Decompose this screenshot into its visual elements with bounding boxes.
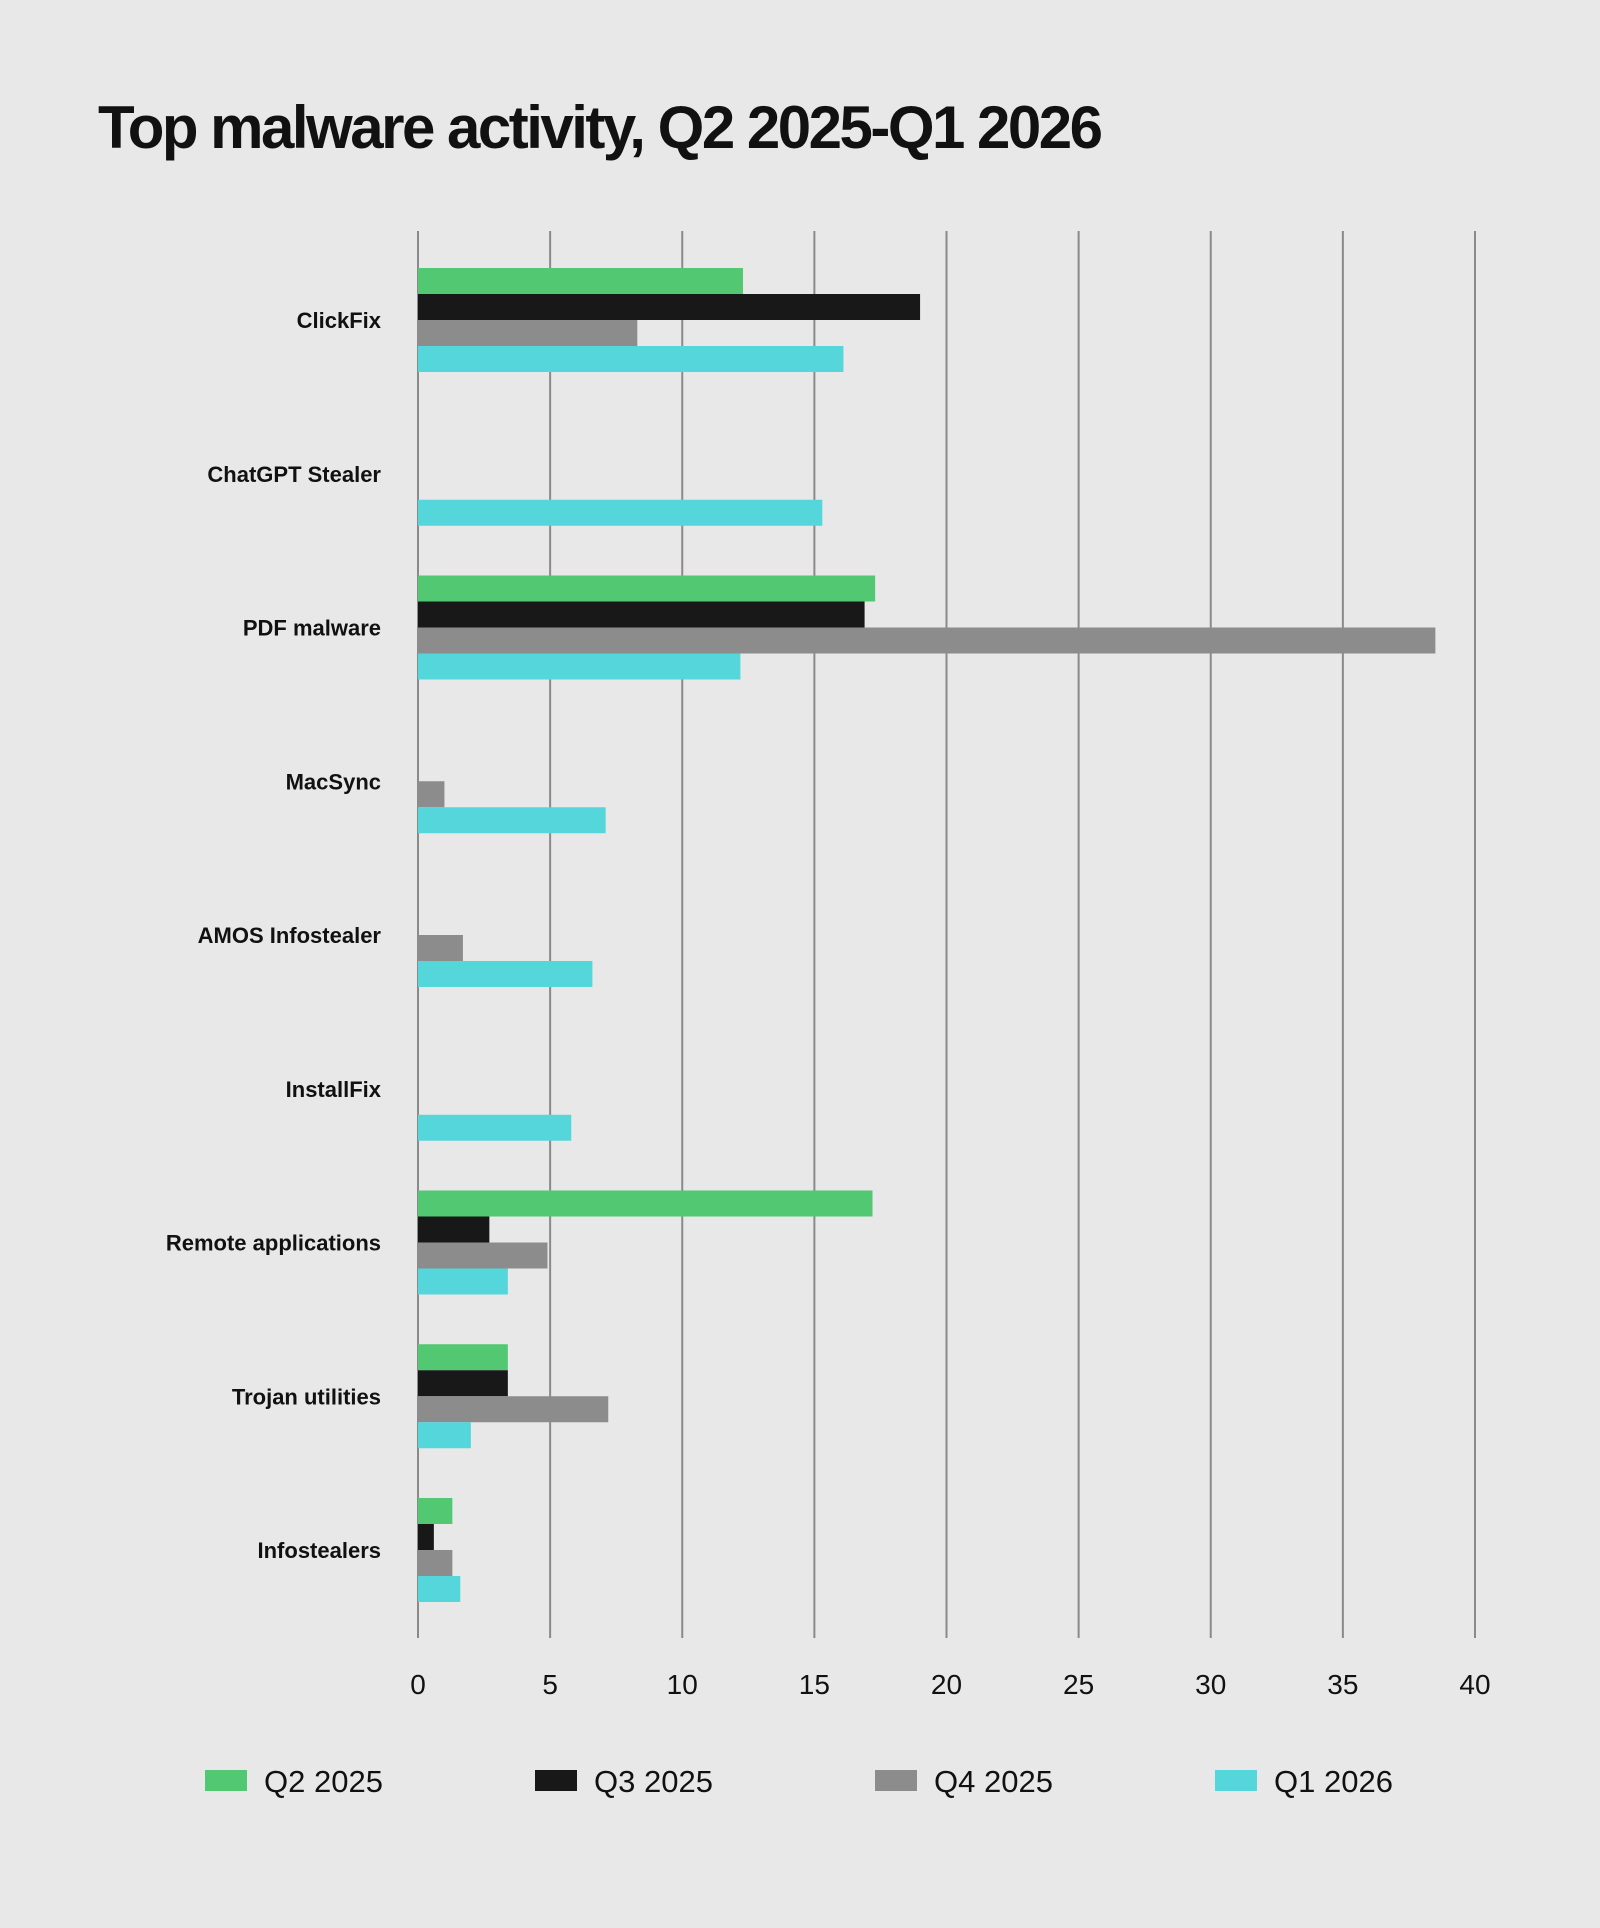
legend-label: Q1 2026 <box>1274 1764 1393 1799</box>
bar-q2-2025 <box>418 1498 453 1524</box>
bar-q3-2025 <box>418 1524 434 1550</box>
bar-q3-2025 <box>418 1216 490 1243</box>
bar-q2-2025 <box>418 1344 508 1371</box>
bar-q4-2025 <box>418 320 638 346</box>
bar-q1-2026 <box>418 961 593 987</box>
bar-q4-2025 <box>418 781 445 808</box>
category-label: Infostealers <box>258 1538 382 1563</box>
category-label: ClickFix <box>297 308 382 333</box>
x-tick-label: 20 <box>931 1669 962 1700</box>
category-label: InstallFix <box>286 1077 382 1102</box>
x-axis-ticks: 0 5 10 15 20 25 30 35 40 <box>410 1669 1490 1700</box>
category-label: Remote applications <box>166 1231 381 1256</box>
bar-q1-2026 <box>418 807 606 834</box>
legend-label: Q2 2025 <box>264 1764 383 1799</box>
x-tick-label: 10 <box>667 1669 698 1700</box>
bar-q1-2026 <box>418 346 844 372</box>
bar-q1-2026 <box>418 1114 572 1141</box>
legend-swatch <box>875 1770 917 1791</box>
category-label: PDF malware <box>243 616 381 641</box>
gridlines <box>417 231 1476 1638</box>
legend: Q2 2025 Q3 2025 Q4 2025 Q1 2026 <box>205 1764 1393 1799</box>
x-tick-label: 0 <box>410 1669 426 1700</box>
bar-q4-2025 <box>418 1242 548 1269</box>
chart-title: Top malware activity, Q2 2025-Q1 2026 <box>98 94 1103 161</box>
bar-q4-2025 <box>418 1396 609 1423</box>
bar-q4-2025 <box>418 935 463 961</box>
bar-q1-2026 <box>418 1268 508 1295</box>
bar-q3-2025 <box>418 601 865 628</box>
category-label: AMOS Infostealer <box>198 923 382 948</box>
bar-q4-2025 <box>418 627 1436 654</box>
x-tick-label: 25 <box>1063 1669 1094 1700</box>
legend-swatch <box>535 1770 577 1791</box>
bar-q1-2026 <box>418 653 741 680</box>
category-label: Trojan utilities <box>232 1384 381 1409</box>
bar-q3-2025 <box>418 294 921 320</box>
bar-q1-2026 <box>418 1576 461 1602</box>
bar-q1-2026 <box>418 499 823 526</box>
category-label: ChatGPT Stealer <box>207 462 381 487</box>
x-tick-label: 40 <box>1459 1669 1490 1700</box>
legend-swatch <box>1215 1770 1257 1791</box>
legend-label: Q4 2025 <box>934 1764 1053 1799</box>
category-labels: ClickFix ChatGPT Stealer PDF malware MacSyn… <box>166 308 382 1563</box>
bar-q2-2025 <box>418 268 744 294</box>
bar-q1-2026 <box>418 1422 471 1449</box>
x-tick-label: 15 <box>799 1669 830 1700</box>
bar-q2-2025 <box>418 575 876 602</box>
bar-q4-2025 <box>418 1550 453 1576</box>
legend-label: Q3 2025 <box>594 1764 713 1799</box>
bars <box>418 268 1436 1602</box>
x-tick-label: 35 <box>1327 1669 1358 1700</box>
bar-q3-2025 <box>418 1370 508 1397</box>
category-label: MacSync <box>286 769 381 794</box>
x-tick-label: 5 <box>542 1669 558 1700</box>
x-tick-label: 30 <box>1195 1669 1226 1700</box>
legend-swatch <box>205 1770 247 1791</box>
bar-q2-2025 <box>418 1190 873 1217</box>
